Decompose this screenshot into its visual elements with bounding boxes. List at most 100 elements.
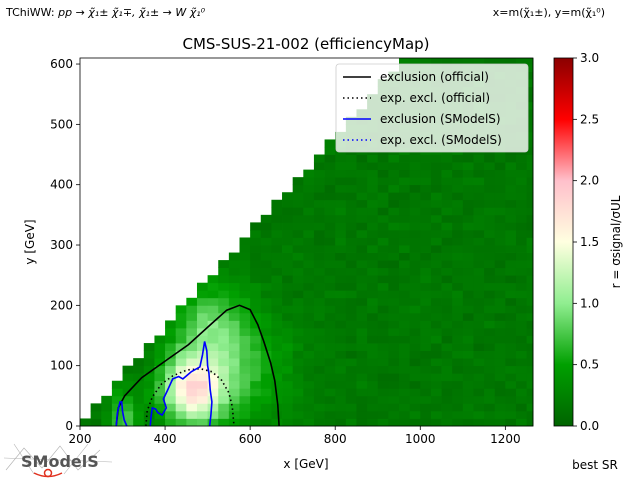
heatmap-cell — [399, 177, 411, 186]
heatmap-cell — [165, 320, 177, 329]
heatmap-cell — [335, 388, 347, 397]
y-tick-label: 300 — [50, 238, 73, 252]
heatmap-cell — [356, 358, 368, 367]
heatmap-cell — [207, 373, 219, 382]
heatmap-cell — [526, 131, 534, 140]
process-label: TChiWW: pp → χ̃₁± χ̃₁∓, χ̃₁± → W χ̃₁⁰ — [5, 6, 206, 19]
heatmap-cell — [228, 373, 240, 382]
colorbar — [553, 57, 574, 427]
heatmap-cell — [515, 327, 528, 336]
heatmap-cell — [186, 373, 198, 382]
heatmap-cell — [420, 365, 432, 374]
heatmap-cell — [526, 169, 534, 178]
heatmap-cell — [462, 162, 474, 171]
heatmap-cell — [154, 358, 166, 367]
heatmap-cell — [324, 282, 336, 291]
heatmap-cell — [473, 380, 485, 389]
heatmap-cell — [324, 192, 336, 201]
heatmap-cell — [175, 320, 187, 329]
heatmap-cell — [271, 199, 283, 208]
heatmap-cell — [356, 245, 368, 253]
heatmap-cell — [409, 320, 421, 329]
heatmap-cell — [133, 358, 145, 367]
heatmap-cell — [505, 252, 517, 261]
heatmap-cell — [292, 380, 304, 389]
heatmap-cell — [356, 154, 368, 163]
heatmap-cell — [526, 207, 534, 216]
heatmap-cell — [484, 350, 496, 359]
heatmap-cell — [377, 192, 389, 201]
heatmap-cell — [271, 222, 283, 231]
heatmap-cell — [356, 343, 368, 351]
heatmap-cell — [409, 343, 421, 351]
heatmap-cell — [196, 410, 208, 419]
heatmap-cell — [335, 207, 347, 216]
heatmap-cell — [335, 245, 347, 253]
heatmap-cell — [345, 275, 357, 284]
heatmap-cell — [345, 388, 357, 397]
heatmap-cell — [143, 395, 155, 404]
heatmap-cell — [207, 305, 219, 314]
heatmap-cell — [494, 192, 506, 201]
heatmap-cell — [218, 335, 230, 344]
heatmap-cell — [271, 343, 283, 351]
heatmap-cell — [409, 312, 421, 321]
heatmap-cell — [154, 350, 166, 359]
heatmap-cell — [292, 267, 304, 276]
heatmap-cell — [452, 169, 464, 178]
heatmap-cell — [515, 365, 528, 374]
heatmap-cell — [80, 418, 92, 427]
heatmap-cell — [292, 320, 304, 329]
heatmap-cell — [186, 327, 198, 336]
heatmap-cell — [133, 395, 145, 404]
heatmap-cell — [441, 418, 453, 427]
heatmap-cell — [462, 252, 474, 261]
heatmap-cell — [473, 343, 485, 351]
x-axis: 200 400 600 800 1000 1200 — [69, 426, 521, 446]
heatmap-cell — [388, 388, 400, 397]
heatmap-cell — [441, 237, 453, 246]
heatmap-cell — [154, 418, 166, 427]
heatmap-cell — [494, 267, 506, 276]
heatmap-cell — [324, 139, 336, 148]
heatmap-cell — [494, 320, 506, 329]
heatmap-cell — [515, 380, 528, 389]
heatmap-cell — [271, 312, 283, 321]
heatmap-cell — [409, 297, 421, 306]
heatmap-cell — [526, 350, 534, 359]
heatmap-cell — [218, 305, 230, 314]
heatmap-cell — [484, 252, 496, 261]
heatmap-cell — [515, 395, 528, 404]
heatmap-cell — [399, 169, 411, 178]
heatmap-cell — [399, 162, 411, 171]
colorbar-tick-label: 3.0 — [580, 51, 599, 65]
heatmap-cell — [324, 343, 336, 351]
heatmap-cell — [367, 290, 379, 299]
heatmap-cell — [430, 388, 442, 397]
heatmap-cell — [484, 275, 496, 284]
heatmap-cell — [303, 207, 315, 216]
y-tick-label: 400 — [50, 178, 73, 192]
heatmap-cell — [526, 237, 534, 246]
heatmap-cell — [526, 94, 534, 103]
heatmap-cell — [462, 410, 474, 419]
heatmap-cell — [292, 177, 304, 186]
heatmap-cell — [186, 380, 198, 389]
heatmap-cell — [271, 260, 283, 269]
heatmap-cell — [228, 358, 240, 367]
heatmap-cell — [207, 350, 219, 359]
heatmap-cell — [335, 154, 347, 163]
heatmap-cell — [207, 343, 219, 351]
heatmap-cell — [388, 229, 400, 238]
heatmap-cell — [409, 290, 421, 299]
heatmap-cell — [345, 177, 357, 186]
heatmap-cell — [367, 162, 379, 171]
heatmap-cell — [324, 320, 336, 329]
heatmap-cell — [335, 373, 347, 382]
heatmap-cell — [250, 267, 262, 276]
exclusion-official-contour — [115, 304, 280, 427]
heatmap-cell — [313, 169, 325, 178]
heatmap-cell — [218, 260, 230, 269]
heatmap-cell — [228, 282, 240, 291]
heatmap-cell — [356, 267, 368, 276]
